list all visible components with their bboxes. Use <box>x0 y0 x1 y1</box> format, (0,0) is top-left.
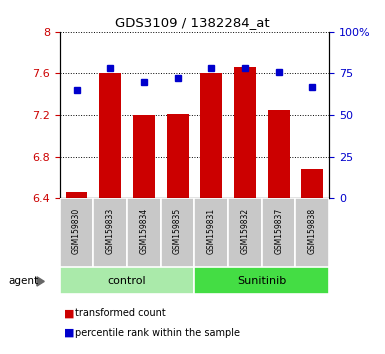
Bar <box>167 114 189 198</box>
Text: ■: ■ <box>64 328 74 338</box>
Bar <box>65 192 87 198</box>
Text: transformed count: transformed count <box>75 308 166 318</box>
Bar <box>268 110 290 198</box>
Text: GSM159831: GSM159831 <box>207 208 216 255</box>
Bar <box>200 74 222 198</box>
Text: GSM159832: GSM159832 <box>241 208 249 255</box>
Text: agent: agent <box>8 276 38 286</box>
Text: GDS3109 / 1382284_at: GDS3109 / 1382284_at <box>115 16 270 29</box>
Text: GSM159837: GSM159837 <box>274 208 283 255</box>
Bar <box>194 198 228 267</box>
Bar <box>93 198 127 267</box>
Text: GSM159835: GSM159835 <box>173 208 182 255</box>
Bar <box>228 198 262 267</box>
Text: Sunitinib: Sunitinib <box>237 275 286 286</box>
Bar <box>262 198 296 267</box>
Polygon shape <box>37 277 44 286</box>
Bar <box>194 267 329 294</box>
Text: GSM159833: GSM159833 <box>106 208 115 255</box>
Text: GSM159834: GSM159834 <box>139 208 148 255</box>
Text: GSM159838: GSM159838 <box>308 208 317 255</box>
Bar <box>133 115 155 198</box>
Bar <box>234 67 256 198</box>
Text: GSM159830: GSM159830 <box>72 208 81 255</box>
Text: percentile rank within the sample: percentile rank within the sample <box>75 328 240 338</box>
Text: control: control <box>108 275 146 286</box>
Bar <box>301 169 323 198</box>
Bar <box>60 267 194 294</box>
Bar <box>127 198 161 267</box>
Text: ■: ■ <box>64 308 74 318</box>
Bar <box>161 198 194 267</box>
Bar <box>99 74 121 198</box>
Bar <box>296 198 329 267</box>
Bar <box>60 198 93 267</box>
